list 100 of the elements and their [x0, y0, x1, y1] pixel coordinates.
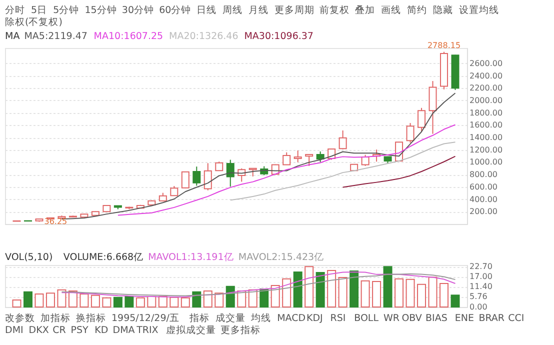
legend-title: MA: [5, 31, 20, 42]
series-label: MAVOL2:15.423亿: [238, 252, 324, 263]
text: MA5:2119.47: [24, 31, 88, 42]
bar: [270, 284, 280, 308]
text: VOLUME:6.668亿: [63, 252, 144, 263]
candlestick: [226, 159, 234, 188]
text: 除权(不复权): [5, 16, 62, 28]
candlestick: [428, 80, 437, 134]
y-tick-label: 5.76: [470, 292, 488, 302]
candlestick: [170, 186, 178, 196]
candlestick: [294, 150, 302, 163]
text: RSI: [330, 313, 346, 324]
text: 设置均线: [458, 4, 499, 16]
bar: [158, 296, 168, 308]
bar: [316, 272, 325, 308]
text: 简约: [406, 4, 427, 16]
bar: [102, 297, 112, 308]
text: 5日: [31, 5, 48, 16]
text: DMI: [5, 325, 24, 336]
bar: [180, 297, 190, 308]
text: 更多周期: [274, 4, 314, 16]
bar: [147, 296, 156, 308]
text: BIAS: [426, 313, 448, 324]
y-tick-label: 2600.00: [470, 58, 503, 68]
y-tick-label: 1600.00: [470, 120, 503, 130]
bar: [113, 296, 122, 308]
y-tick-label: 400.00: [470, 194, 498, 204]
bar: [406, 278, 415, 308]
text: KDJ: [306, 313, 323, 324]
bar: [68, 290, 78, 308]
bar: [383, 266, 392, 308]
text: 虚拟成交量: [166, 324, 216, 336]
bar: [338, 276, 348, 308]
text: 60分钟: [159, 4, 192, 16]
text: MA20:1326.46: [169, 31, 238, 42]
text: OBV: [402, 313, 422, 324]
bar: [440, 283, 449, 308]
text: 叠加: [354, 4, 375, 16]
candlestick: [181, 171, 190, 189]
y-tick-label: 1000.00: [470, 158, 503, 167]
text: 周线: [222, 4, 242, 16]
text: 画线: [380, 4, 401, 16]
text: 更多指标: [220, 324, 260, 336]
bar: [57, 289, 66, 308]
text: ENE: [454, 313, 474, 324]
y-tick-label: 2400.00: [470, 71, 503, 80]
candlestick: [305, 154, 314, 166]
y-tick-label: 1200.00: [470, 145, 503, 154]
text: TRIX: [136, 325, 159, 336]
bar: [428, 276, 438, 308]
bar: [214, 292, 224, 308]
bar: [293, 271, 302, 308]
y-tick-label: 11.40: [470, 282, 492, 292]
line-series: [61, 92, 456, 220]
bar: [282, 278, 292, 308]
text: 均线: [250, 312, 272, 324]
text: 前复权: [319, 4, 350, 16]
bar: [90, 294, 100, 308]
bar: [46, 292, 55, 308]
line-series: [230, 142, 456, 201]
text: MA10:1607.25: [94, 31, 164, 42]
text: 隐藏: [432, 4, 453, 16]
bar: [124, 296, 134, 308]
bar: [136, 297, 145, 308]
line-series: [117, 124, 456, 216]
text: MACD: [277, 313, 306, 324]
candlestick: [418, 107, 426, 132]
y-tick-label: 600.00: [470, 182, 498, 192]
y-tick-label: 2200.00: [470, 84, 503, 93]
y-tick-label: 17.00: [470, 272, 492, 282]
annotation: 2788.15: [427, 40, 461, 50]
text: 月线: [248, 4, 268, 16]
candlestick: [338, 130, 347, 150]
line-series: [342, 156, 456, 188]
bar: [394, 278, 404, 308]
candlestick: [204, 162, 212, 191]
text: BOLL: [354, 313, 380, 324]
bar: [304, 266, 314, 308]
y-tick-label: 1400.00: [470, 133, 503, 142]
text: 指标: [188, 312, 210, 324]
text: DKX: [28, 325, 50, 336]
text: CR: [52, 325, 66, 336]
bar: [360, 280, 370, 308]
text: 1995/12/29/五: [112, 313, 180, 324]
text: 换指标: [76, 312, 106, 324]
text: BRAR: [478, 313, 505, 324]
text: 5分钟: [53, 4, 80, 16]
bar: [192, 291, 202, 308]
y-tick-label: 0.00: [470, 302, 488, 312]
annotation: 36.25: [44, 216, 68, 226]
text: KD: [94, 325, 108, 336]
bar: [450, 294, 460, 308]
bar: [170, 296, 179, 308]
text: PSY: [70, 325, 89, 336]
candlestick: [406, 122, 414, 144]
y-tick-label: 1800.00: [470, 108, 503, 118]
text: DMA: [112, 325, 136, 336]
bar: [203, 290, 212, 308]
y-tick-label: 22.70: [470, 262, 492, 272]
text: MAVOL1:13.191亿: [148, 252, 234, 263]
